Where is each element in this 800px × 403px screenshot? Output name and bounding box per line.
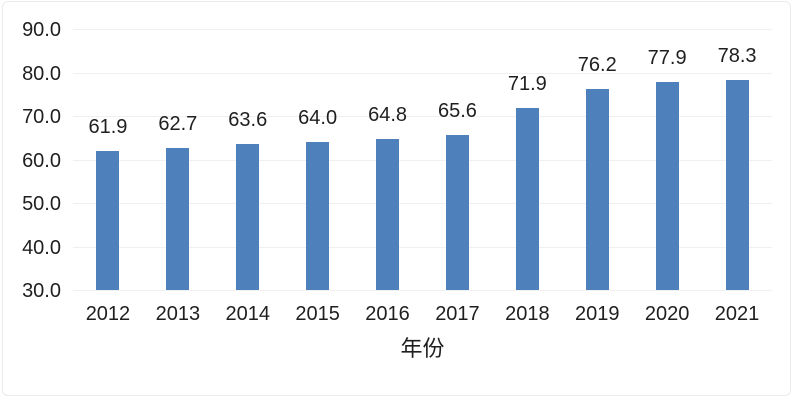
y-axis-tick-label: 90.0 bbox=[22, 19, 61, 41]
y-axis-tick-label: 60.0 bbox=[22, 149, 61, 172]
x-axis-tick-label: 2014 bbox=[225, 303, 271, 325]
x-axis-tick-label: 2019 bbox=[575, 303, 620, 325]
x-axis-tick-label: 2016 bbox=[365, 303, 410, 325]
bar-value-label: 64.0 bbox=[298, 107, 338, 130]
y-axis-tick-label: 70.0 bbox=[22, 106, 61, 128]
bar bbox=[166, 147, 190, 290]
x-axis-tick-label: 2020 bbox=[644, 303, 690, 325]
bar-value-label: 64.8 bbox=[368, 103, 408, 126]
y-axis-tick-label: 40.0 bbox=[22, 236, 61, 259]
bar bbox=[236, 143, 260, 290]
bar-value-label: 78.3 bbox=[717, 44, 757, 67]
bar-value-label: 65.6 bbox=[437, 100, 477, 123]
bar-value-label: 71.9 bbox=[507, 72, 547, 95]
bar-value-label: 76.2 bbox=[577, 54, 617, 77]
bar bbox=[655, 81, 679, 290]
y-axis-tick-label: 80.0 bbox=[22, 62, 61, 85]
bar bbox=[306, 142, 330, 290]
bar-value-label: 77.9 bbox=[647, 46, 687, 69]
x-axis-title: 年份 bbox=[400, 336, 445, 361]
bar bbox=[96, 151, 120, 290]
y-axis-tick-label: 50.0 bbox=[22, 193, 61, 215]
x-axis-tick-label: 2015 bbox=[295, 303, 340, 325]
gridline bbox=[73, 290, 772, 291]
bar bbox=[725, 79, 749, 290]
x-axis-tick-label: 2018 bbox=[505, 303, 550, 325]
gridline bbox=[73, 116, 772, 117]
bar-value-label: 63.6 bbox=[228, 108, 268, 131]
gridline bbox=[73, 72, 772, 74]
x-axis-tick-label: 2012 bbox=[85, 303, 131, 325]
gridline bbox=[73, 29, 772, 30]
gridline bbox=[73, 159, 772, 161]
gridline bbox=[73, 246, 772, 248]
bar bbox=[515, 107, 539, 290]
chart-card: 年份 30.0 40.0 50.0 60.0 70.0 80.0 90.0 61.9 2012 6… bbox=[2, 1, 791, 396]
x-axis-tick-label: 2013 bbox=[155, 303, 201, 325]
bar-value-label: 61.9 bbox=[88, 116, 128, 139]
x-axis-tick-label: 2017 bbox=[435, 303, 480, 325]
bar bbox=[585, 89, 609, 290]
bar bbox=[445, 135, 469, 290]
x-axis-tick-label: 2021 bbox=[714, 303, 760, 325]
bar-value-label: 62.7 bbox=[158, 112, 198, 135]
y-axis-tick-label: 30.0 bbox=[22, 280, 61, 302]
gridline bbox=[73, 203, 772, 204]
bar bbox=[376, 138, 400, 290]
